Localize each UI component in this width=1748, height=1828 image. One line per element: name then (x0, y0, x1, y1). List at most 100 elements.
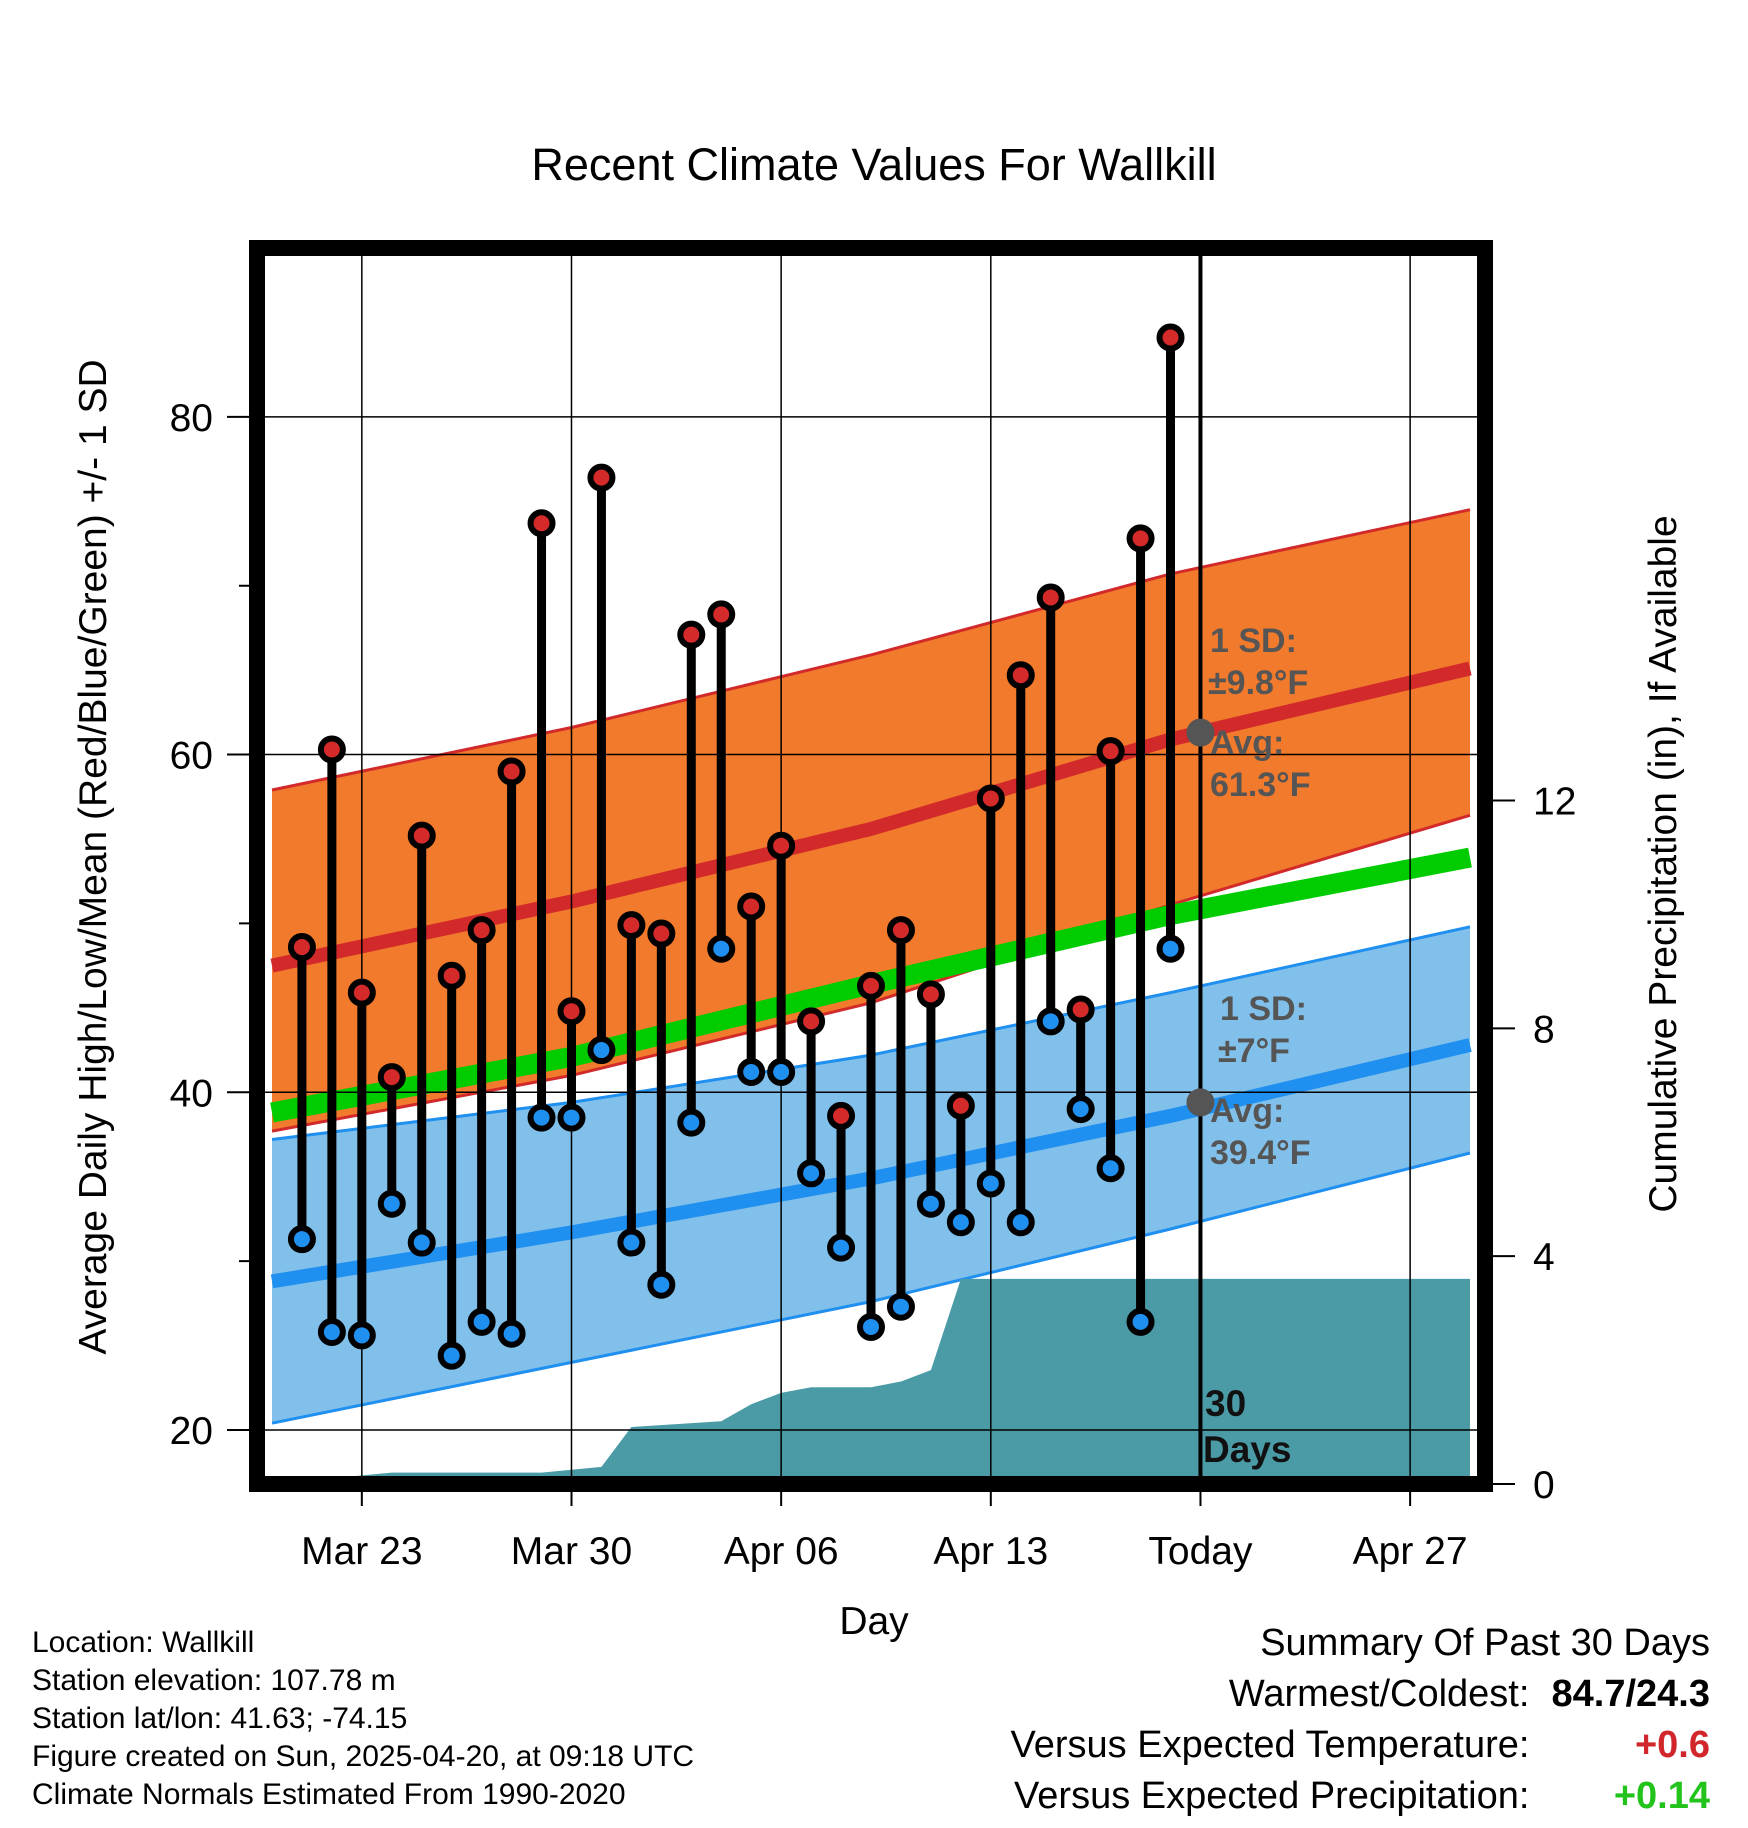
observed-high-point (647, 919, 676, 948)
x-axis-label: Day (839, 1600, 909, 1643)
observed-low-point (737, 1058, 766, 1086)
period-unit: Days (1203, 1429, 1291, 1470)
x-tick-label-mar-23: Mar 23 (301, 1530, 422, 1573)
observed-high-point (437, 961, 466, 990)
observed-high-point (707, 600, 736, 629)
observed-high-point (557, 997, 586, 1026)
y2-tick-label-12: 12 (1533, 780, 1576, 823)
precip-area (272, 1278, 1470, 1484)
low-sd-value: ±7°F (1218, 1032, 1290, 1070)
y-tick-label-40: 40 (170, 1072, 213, 1115)
high-sd-label: 1 SD: (1210, 622, 1297, 660)
created-text: Figure created on Sun, 2025-04-20, at 09… (32, 1740, 695, 1773)
observed-low-point (527, 1103, 556, 1132)
observed-low-point (317, 1318, 346, 1347)
station-metadata: Location: Wallkill Station elevation: 10… (32, 1624, 694, 1814)
observed-low-point (767, 1058, 796, 1086)
observed-low-point (287, 1225, 316, 1254)
y2-tick-label-0: 0 (1533, 1464, 1555, 1507)
location-text: Location: Wallkill (32, 1626, 255, 1659)
observed-low-point (1006, 1208, 1035, 1237)
x-tick-label-apr-06: Apr 06 (724, 1530, 839, 1573)
observed-high-point (886, 916, 915, 945)
observed-high-point (1126, 524, 1155, 553)
y-tick-label-80: 80 (170, 397, 213, 440)
observed-high-point (677, 620, 706, 649)
precip-delta-value: +0.14 (1613, 1775, 1710, 1817)
today-avg-low-marker (1186, 1088, 1215, 1117)
observed-low-point (437, 1341, 466, 1370)
observed-high-point (527, 509, 556, 538)
observed-low-point (587, 1036, 616, 1065)
observed-low-point (1096, 1154, 1125, 1183)
y-axis-label: Average Daily High/Low/Mean (Red/Blue/Gr… (72, 359, 115, 1354)
summary-precip: Versus Expected Precipitation: +0.14 (1011, 1771, 1710, 1822)
observed-high-point (916, 980, 945, 1009)
high-sd-band-upper-edge (271, 508, 1471, 792)
observed-low-point (1126, 1307, 1155, 1336)
warmest-coldest-value: 84.7/24.3 (1551, 1673, 1710, 1715)
observed-high-point (1096, 737, 1125, 766)
observed-low-point (557, 1103, 586, 1132)
y2-tick-label-4: 4 (1533, 1236, 1555, 1279)
summary-panel: Summary Of Past 30 Days Warmest/Coldest:… (1011, 1618, 1710, 1822)
y2-tick-label-8: 8 (1533, 1008, 1555, 1051)
chart-title: Recent Climate Values For Wallkill (531, 139, 1216, 190)
summary-title: Summary Of Past 30 Days (1260, 1622, 1710, 1664)
period-number: 30 (1205, 1383, 1246, 1424)
observed-high-point (1006, 661, 1035, 690)
observed-low-point (976, 1169, 1005, 1198)
plot-area: 1 SD: ±9.8°F Avg: 61.3°F 1 SD: ±7°F Avg: 39.4°F… (170, 240, 1576, 1573)
observed-high-point (467, 916, 496, 945)
observed-low-point (916, 1189, 945, 1218)
observed-low-point (1156, 934, 1185, 963)
warmest-coldest-label: Warmest/Coldest: (1228, 1673, 1530, 1715)
observed-high-point (407, 821, 436, 850)
observed-low-point (407, 1228, 436, 1257)
y-tick-label-20: 20 (170, 1410, 213, 1453)
y2-axis-label: Cumulative Precipitation (in), If Availa… (1642, 515, 1685, 1212)
temp-delta-label: Versus Expected Temperature: (1010, 1724, 1530, 1766)
temp-delta-value: +0.6 (1634, 1724, 1710, 1766)
observed-high-point (317, 735, 346, 764)
precip-delta-label: Versus Expected Precipitation: (1014, 1775, 1530, 1817)
elevation-text: Station elevation: 107.78 m (32, 1664, 396, 1697)
summary-temp: Versus Expected Temperature: +0.6 (1011, 1720, 1710, 1771)
today-avg-high-marker (1186, 718, 1215, 747)
latlon-text: Station lat/lon: 41.63; -74.15 (32, 1702, 408, 1735)
low-avg-label: Avg: (1210, 1092, 1284, 1130)
normals-text: Climate Normals Estimated From 1990-2020 (32, 1778, 626, 1811)
observed-low-point (377, 1189, 406, 1218)
observed-high-point (497, 757, 526, 786)
observed-high-point (617, 911, 646, 940)
observed-high-point (827, 1101, 856, 1130)
observed-high-point (287, 933, 316, 962)
x-tick-label-mar-30: Mar 30 (511, 1530, 632, 1573)
high-avg-value: 61.3°F (1210, 766, 1311, 804)
observed-high-point (857, 971, 885, 1000)
observed-low-point (857, 1312, 885, 1341)
observed-low-point (1066, 1095, 1095, 1124)
observed-high-point (737, 892, 766, 921)
high-avg-label: Avg: (1210, 724, 1284, 762)
observed-high-point (976, 784, 1005, 813)
observed-high-point (1066, 995, 1095, 1024)
high-sd-value: ±9.8°F (1208, 664, 1308, 702)
x-tick-label-apr-13: Apr 13 (933, 1530, 1048, 1573)
observed-low-point (647, 1270, 676, 1299)
observed-low-point (707, 934, 736, 963)
observed-low-point (347, 1321, 376, 1350)
observed-high-point (587, 463, 616, 492)
x-tick-label-apr-27: Apr 27 (1353, 1530, 1468, 1573)
observed-high-point (1156, 323, 1185, 352)
observed-low-point (797, 1159, 826, 1188)
observed-high-point (1036, 583, 1065, 612)
observed-high-point (767, 831, 796, 860)
observed-low-point (1036, 1007, 1065, 1036)
observed-low-point (827, 1233, 856, 1262)
x-tick-label-today: Today (1148, 1530, 1253, 1573)
low-avg-value: 39.4°F (1210, 1134, 1311, 1172)
observed-high-point (347, 978, 376, 1007)
plot-frame (249, 240, 1493, 1492)
